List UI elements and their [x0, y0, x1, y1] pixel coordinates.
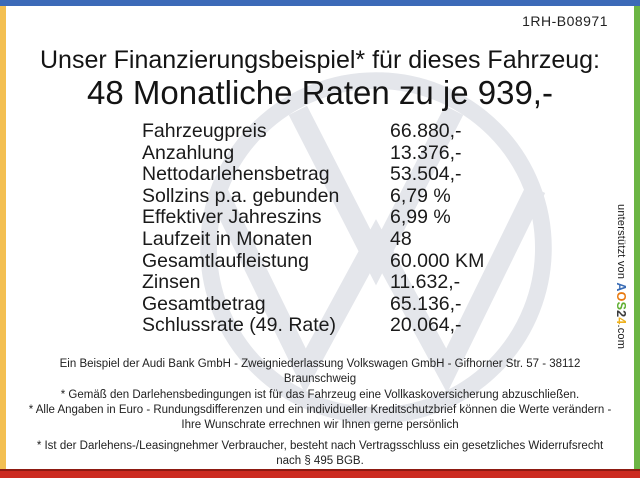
legal-footer: Ein Beispiel der Audi Bank GmbH - Zweign… [28, 357, 612, 469]
row-value: 65.136,- [390, 292, 462, 315]
row-value: 13.376,- [390, 141, 462, 164]
table-row: Fahrzeugpreis 66.880,- [142, 120, 612, 143]
rounding-disclaimer: * Alle Angaben in Euro - Rundungsdiffere… [28, 404, 612, 432]
table-row: Nettodarlehensbetrag 53.504,- [142, 164, 612, 186]
row-value: 48 [390, 227, 412, 250]
frame-bar-left [0, 6, 6, 469]
withdrawal-disclaimer: * Ist der Darlehens-/Leasingnehmer Verbr… [36, 439, 604, 467]
insurance-disclaimer: * Gemäß den Darlehensbedingungen ist für… [60, 388, 580, 401]
table-row: Schlussrate (49. Rate) 20.064,- [142, 315, 612, 337]
row-label: Gesamtlaufleistung [142, 249, 309, 272]
row-label: Anzahlung [142, 141, 235, 164]
table-row: Sollzins p.a. gebunden 6,79 % [142, 184, 612, 208]
row-label: Gesamtbetrag [142, 292, 266, 315]
monthly-rate-headline: 48 Monatliche Raten zu je 939,- [87, 74, 553, 111]
supporter-credit: unterstützt von AOS24.com [614, 204, 628, 349]
reference-code: 1RH-B08971 [522, 13, 608, 29]
row-value: 6,99 % [390, 206, 451, 229]
row-value: 20.064,- [390, 314, 462, 337]
table-row: Laufzeit in Monaten 48 [142, 227, 612, 251]
supporter-suffix: .com [615, 324, 627, 350]
aos24-logo-letter: A [614, 282, 628, 292]
aos24-logo-letter: O [614, 291, 628, 302]
vw-logo-icon [190, 62, 562, 434]
aos24-logo-letter: 4 [614, 317, 628, 325]
row-value: 66.880,- [390, 120, 462, 142]
row-value: 6,79 % [390, 184, 451, 207]
table-row: Gesamtlaufleistung 60.000 KM [142, 249, 612, 273]
row-label: Effektiver Jahreszins [142, 206, 322, 229]
row-value: 53.504,- [390, 163, 462, 186]
row-value: 11.632,- [390, 271, 461, 294]
financing-table: Fahrzeugpreis 66.880,- Anzahlung 13.376,… [142, 120, 612, 337]
aos24-logo-letter: S [614, 301, 628, 311]
page-title: Unser Finanzierungsbeispiel* für dieses … [39, 46, 600, 74]
row-value: 60.000 KM [390, 249, 485, 272]
frame-bar-right [634, 6, 640, 469]
frame-bar-top [0, 0, 640, 6]
row-label: Fahrzeugpreis [142, 120, 267, 142]
aos24-logo-letter: 2 [614, 310, 628, 318]
table-row: Zinsen 11.632,- [142, 272, 612, 294]
frame-bar-bottom [0, 469, 640, 478]
bank-address-line: Ein Beispiel der Audi Bank GmbH - Zweign… [59, 358, 581, 385]
row-label: Nettodarlehensbetrag [142, 163, 330, 186]
table-row: Anzahlung 13.376,- [142, 141, 612, 165]
row-label: Zinsen [142, 271, 201, 294]
row-label: Sollzins p.a. gebunden [142, 184, 340, 207]
table-row: Gesamtbetrag 65.136,- [142, 292, 612, 316]
supporter-prefix: unterstützt von [615, 204, 627, 283]
table-row: Effektiver Jahreszins 6,99 % [142, 207, 612, 229]
row-label: Laufzeit in Monaten [142, 227, 313, 250]
row-label: Schlussrate (49. Rate) [142, 314, 337, 337]
